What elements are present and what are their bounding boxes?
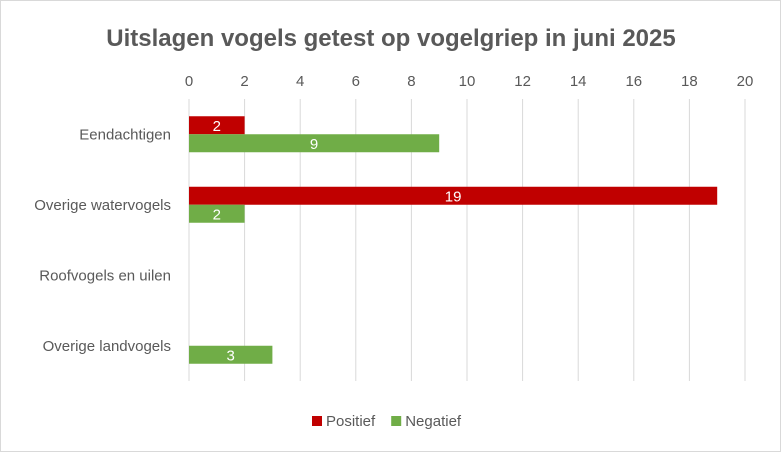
x-tick-label: 0 <box>185 73 193 90</box>
chart-title: Uitslagen vogels getest op vogelgriep in… <box>106 25 675 52</box>
bar-positief <box>189 186 718 205</box>
legend-swatch <box>312 416 322 426</box>
x-tick-label: 16 <box>625 73 642 90</box>
data-label: 2 <box>213 206 221 223</box>
x-tick-label: 18 <box>681 73 698 90</box>
x-tick-label: 20 <box>737 73 754 90</box>
category-label: Roofvogels en uilen <box>39 267 171 284</box>
bar-negatief <box>189 204 245 223</box>
x-tick-label: 8 <box>407 73 415 90</box>
x-tick-label: 10 <box>459 73 476 90</box>
category-labels: Eendachtigen Overige watervogels Roofvogel… <box>34 126 171 355</box>
bar-negatief <box>189 345 273 364</box>
x-tick-label: 12 <box>514 73 531 90</box>
legend-label: Negatief <box>405 413 462 430</box>
x-tick-label: 2 <box>240 73 248 90</box>
data-label: 19 <box>445 188 462 205</box>
x-tick-label: 6 <box>352 73 360 90</box>
data-label: 2 <box>213 118 221 135</box>
legend: Positief Negatief <box>312 413 462 430</box>
x-tick-label: 14 <box>570 73 587 90</box>
bar-negatief <box>189 134 440 153</box>
x-tick-label: 4 <box>296 73 304 90</box>
bars <box>189 116 718 364</box>
data-label: 3 <box>227 347 235 364</box>
legend-label: Positief <box>326 413 376 430</box>
category-label: Overige landvogels <box>43 338 171 355</box>
category-label: Overige watervogels <box>34 197 171 214</box>
legend-swatch <box>391 416 402 426</box>
x-axis-tick-labels: 0 2 4 6 8 10 12 14 16 18 20 <box>185 73 754 90</box>
category-label: Eendachtigen <box>79 126 171 143</box>
data-label: 9 <box>310 136 318 153</box>
bar-positief <box>189 116 245 135</box>
data-labels: 2 9 19 2 3 <box>213 118 462 365</box>
